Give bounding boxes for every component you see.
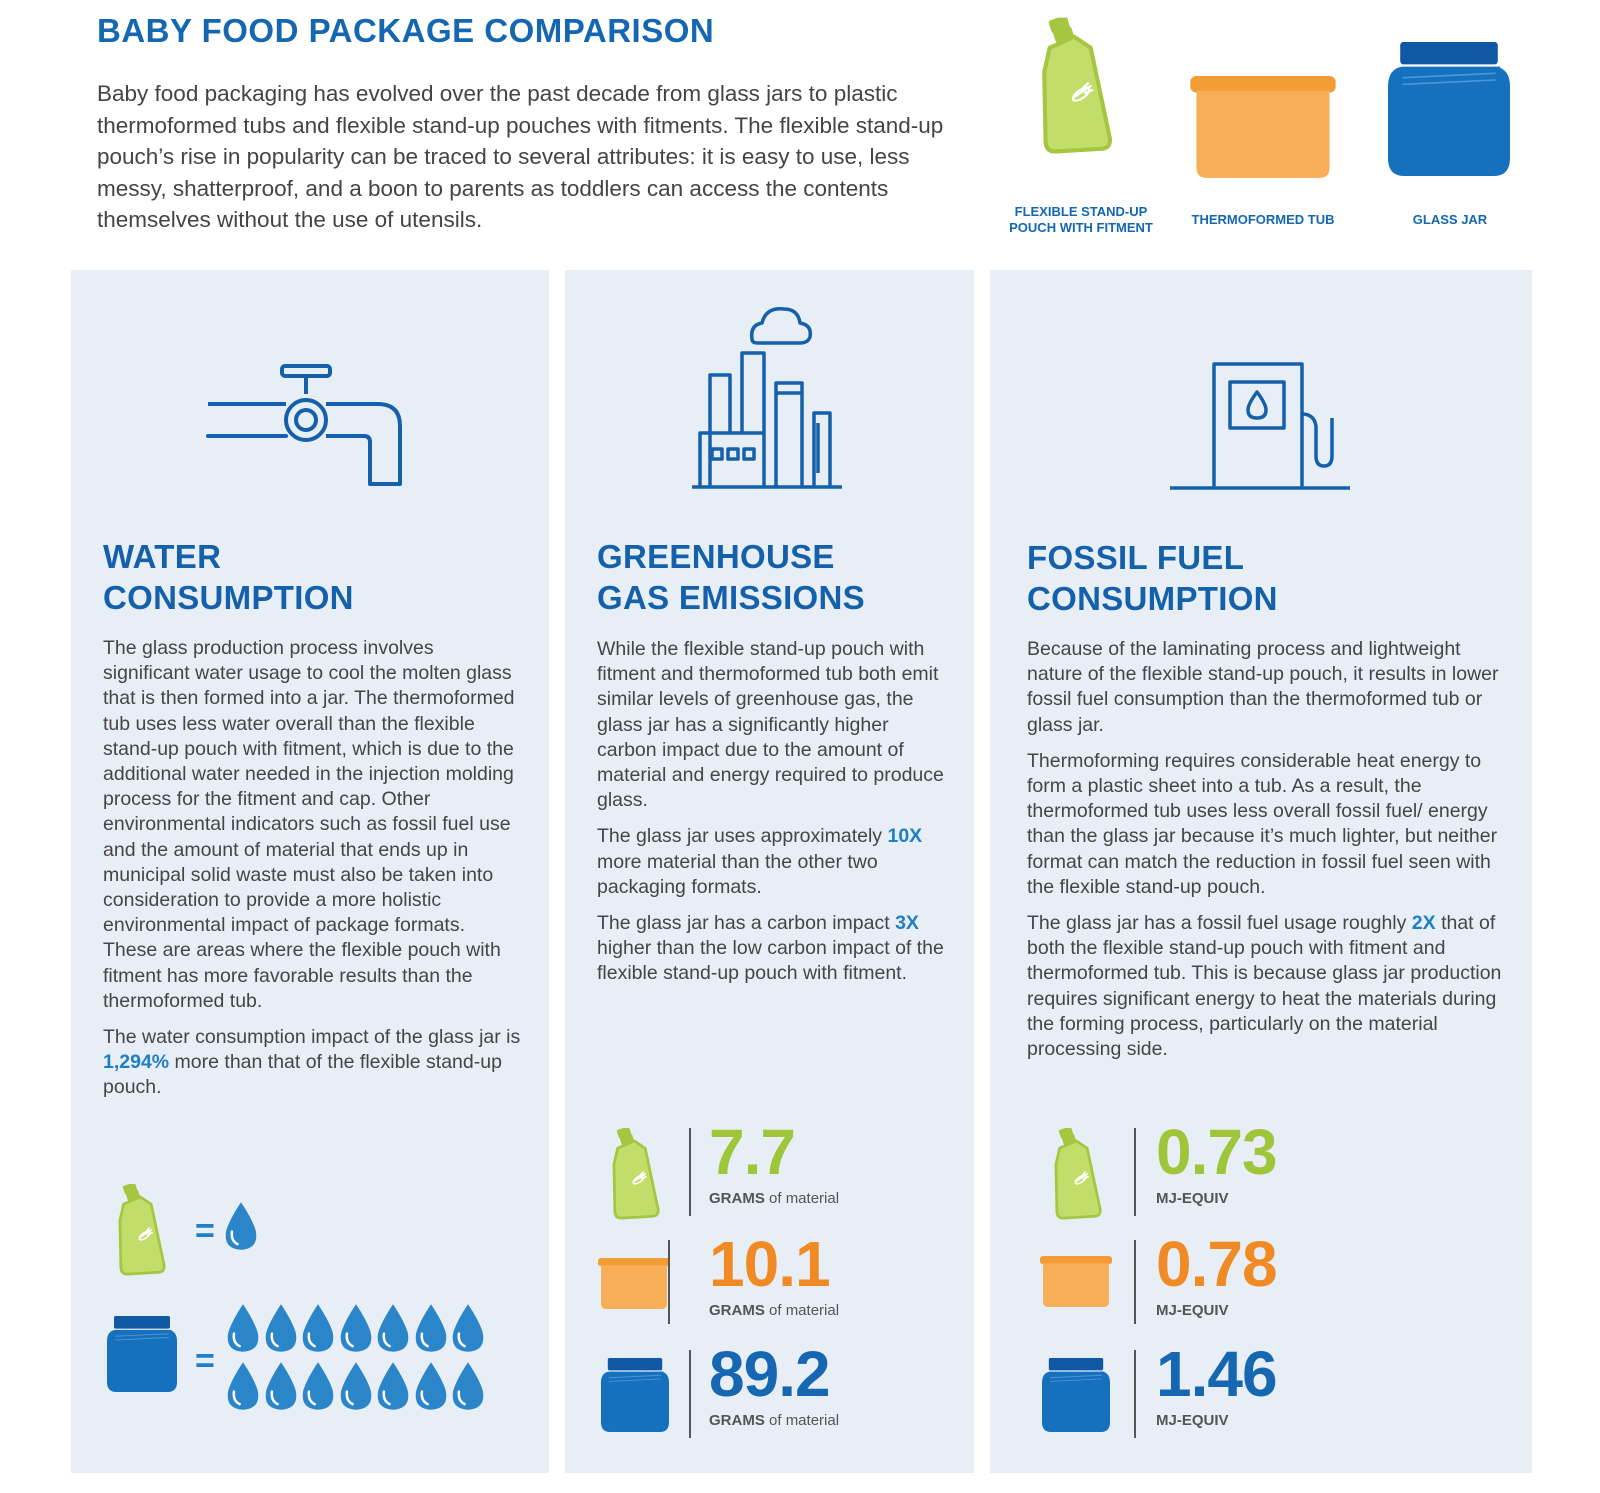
thermoformed-tub-icon — [1190, 76, 1336, 180]
fossil-body: Because of the laminating process and li… — [1027, 638, 1502, 1061]
intro-paragraph: Baby food packaging has evolved over the… — [97, 81, 944, 232]
stat-value: 0.73 — [1156, 1116, 1278, 1188]
fossil-stat-jar: 1.46 MJ-EQUIV — [1156, 1338, 1278, 1429]
water-drop-icon — [264, 1360, 298, 1412]
water-drop-icon — [451, 1360, 485, 1412]
water-drop-icon — [339, 1360, 373, 1412]
stat-value: 0.78 — [1156, 1228, 1278, 1300]
water-drop-icon — [376, 1360, 410, 1412]
page-title: BABY FOOD PACKAGE COMPARISON — [97, 12, 715, 49]
material-multiplier: 10X — [887, 825, 923, 848]
water-heading: WATER CONSUMPTION — [103, 538, 354, 616]
pouch-stat-icon — [1050, 1128, 1106, 1220]
glass-jar-icon — [1388, 42, 1510, 176]
water-drop-icon — [339, 1302, 373, 1354]
ghg-stat-tub: 10.1 GRAMS of material — [709, 1228, 840, 1319]
water-impact-text: The water consumption impact of the glas… — [103, 1026, 521, 1099]
divider — [689, 1128, 691, 1216]
divider — [1134, 1240, 1136, 1324]
divider — [1134, 1128, 1136, 1216]
tub-stat-icon — [1040, 1256, 1112, 1308]
ghg-stat-jar: 89.2 GRAMS of material — [709, 1338, 840, 1429]
water-drop-icon — [226, 1360, 260, 1412]
stat-value: 1.46 — [1156, 1338, 1278, 1410]
water-drop-icon — [301, 1360, 335, 1412]
stat-value: 10.1 — [709, 1228, 831, 1300]
fossil-multiplier: 2X — [1411, 912, 1436, 935]
stat-value: 89.2 — [709, 1338, 831, 1410]
water-impact-percent: 1,294% — [103, 1051, 170, 1074]
jar-stat-icon — [601, 1358, 669, 1432]
factory-icon — [692, 307, 842, 489]
divider — [668, 1240, 670, 1324]
water-drop-icon — [414, 1302, 448, 1354]
fossil-stat-tub: 0.78 MJ-EQUIV — [1156, 1228, 1278, 1319]
pouch-stat-icon — [608, 1128, 664, 1220]
tub-stat-icon — [598, 1258, 670, 1310]
water-drop-icon — [301, 1302, 335, 1354]
carbon-multiplier: 3X — [895, 912, 919, 935]
water-drop-icon — [224, 1200, 258, 1252]
water-body: The glass production process involves si… — [103, 636, 523, 1112]
fossil-heading: FOSSIL FUEL CONSUMPTION — [1027, 539, 1278, 617]
equals-sign: = — [195, 1212, 215, 1250]
jar-small-icon — [107, 1316, 177, 1392]
ghg-stat-pouch: 7.7 GRAMS of material — [709, 1116, 840, 1207]
tub-label: THERMOFORMED TUB — [1191, 212, 1335, 227]
pouch-label: FLEXIBLE STAND-UP POUCH WITH FITMENT — [1009, 204, 1153, 235]
divider — [689, 1350, 691, 1438]
divider — [1134, 1350, 1136, 1438]
water-drop-icon — [264, 1302, 298, 1354]
ghg-body: While the flexible stand-up pouch with f… — [597, 638, 944, 985]
fuel-pump-icon — [1170, 362, 1350, 490]
stat-value: 7.7 — [709, 1116, 796, 1188]
flexible-pouch-icon — [1036, 16, 1118, 156]
pouch-small-icon — [114, 1184, 170, 1276]
jar-label: GLASS JAR — [1412, 212, 1488, 227]
water-drop-icon — [376, 1302, 410, 1354]
fossil-stat-pouch: 0.73 MJ-EQUIV — [1156, 1116, 1278, 1207]
ghg-heading: GREENHOUSE GAS EMISSIONS — [597, 538, 865, 616]
faucet-icon — [206, 364, 402, 486]
water-drop-icon — [414, 1360, 448, 1412]
jar-stat-icon — [1042, 1358, 1110, 1432]
water-drop-icon — [451, 1302, 485, 1354]
water-drop-icon — [226, 1302, 260, 1354]
equals-sign: = — [195, 1342, 215, 1380]
